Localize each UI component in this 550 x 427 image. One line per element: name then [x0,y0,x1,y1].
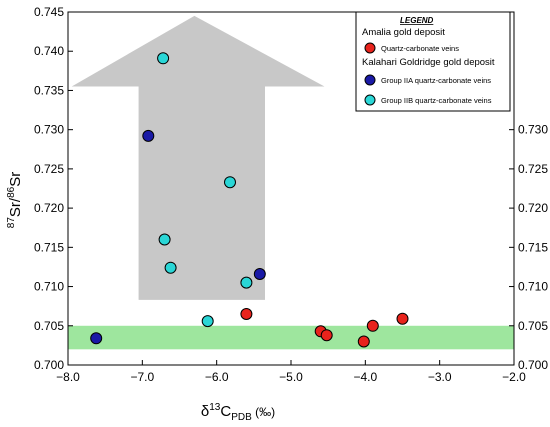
x-tick-label-0: −8.0 [56,370,80,384]
legend-marker-group-iib [364,94,376,106]
legend-label-group-iia: Group IIA quartz-carbonate veins [381,76,491,85]
y-tick-label-right-2: 0.710 [518,280,548,294]
legend-box [355,11,511,112]
x-tick-label-3: −5.0 [279,370,303,384]
chart-marks [90,52,409,348]
y-tick-label-left-0: 0.700 [34,358,64,372]
point-s2-2 [164,261,177,274]
plot-area [68,15,514,350]
x-tick-label-4: −4.0 [353,370,377,384]
y-tick-label-right-5: 0.725 [518,162,548,176]
legend-title: LEGEND [400,16,434,25]
point-s2-4 [224,176,236,189]
y-tick-label-left-5: 0.725 [34,162,64,176]
point-s0-2 [320,329,333,342]
legend-label-quartz-carbonate: Quartz-carbonate veins [381,44,459,53]
x-tick-label-1: −7.0 [130,370,154,384]
y-tick-label-right-0: 0.700 [518,358,548,372]
trend-arrow [71,15,325,300]
y-tick-label-left-9: 0.745 [34,5,64,19]
point-s1-2 [253,268,266,280]
x-tick-label-6: −2.0 [502,370,526,384]
y-tick-label-left-3: 0.715 [34,240,64,254]
legend-group-amalia: Amalia gold deposit [362,27,445,38]
point-s2-3 [201,315,214,328]
y-tick-label-left-6: 0.730 [34,123,64,137]
isotope-band [68,325,514,350]
legend: LEGEND Amalia gold deposit Quartz-carbon… [355,11,511,112]
y-tick-label-left-8: 0.740 [34,44,64,58]
x-axis-title: δ13CPDB (‰) [201,402,275,423]
point-s2-0 [157,52,170,65]
point-s1-1 [142,129,155,142]
y-tick-label-right-4: 0.720 [518,201,548,215]
y-tick-label-right-3: 0.715 [518,240,548,254]
point-s2-1 [158,233,171,246]
y-tick-label-left-7: 0.735 [34,83,64,97]
legend-group-kalahari: Kalahari Goldridge gold deposit [362,57,495,68]
x-tick-label-2: −6.0 [205,370,229,384]
point-s0-3 [357,335,370,348]
y-tick-label-left-1: 0.705 [34,319,64,333]
x-tick-label-5: −3.0 [428,370,452,384]
point-s0-5 [396,312,409,325]
y-tick-label-left-4: 0.720 [34,201,64,215]
point-s2-5 [240,276,253,289]
legend-marker-quartz-carbonate [364,42,376,54]
y-tick-label-right-1: 0.705 [518,319,548,333]
legend-label-group-iib: Group IIB quartz-carbonate veins [381,96,492,105]
y-tick-label-left-2: 0.710 [34,280,64,294]
point-s1-0 [90,332,103,345]
legend-marker-group-iia [364,74,376,86]
axes: −8.0 −7.0 −6.0 −5.0 −4.0 −3.0 −2.00.7000.7050.… [34,5,548,384]
y-axis-title: 87Sr/86Sr [6,172,24,228]
point-s0-0 [240,308,253,320]
point-s0-4 [366,319,379,332]
y-tick-label-right-6: 0.730 [518,123,548,137]
